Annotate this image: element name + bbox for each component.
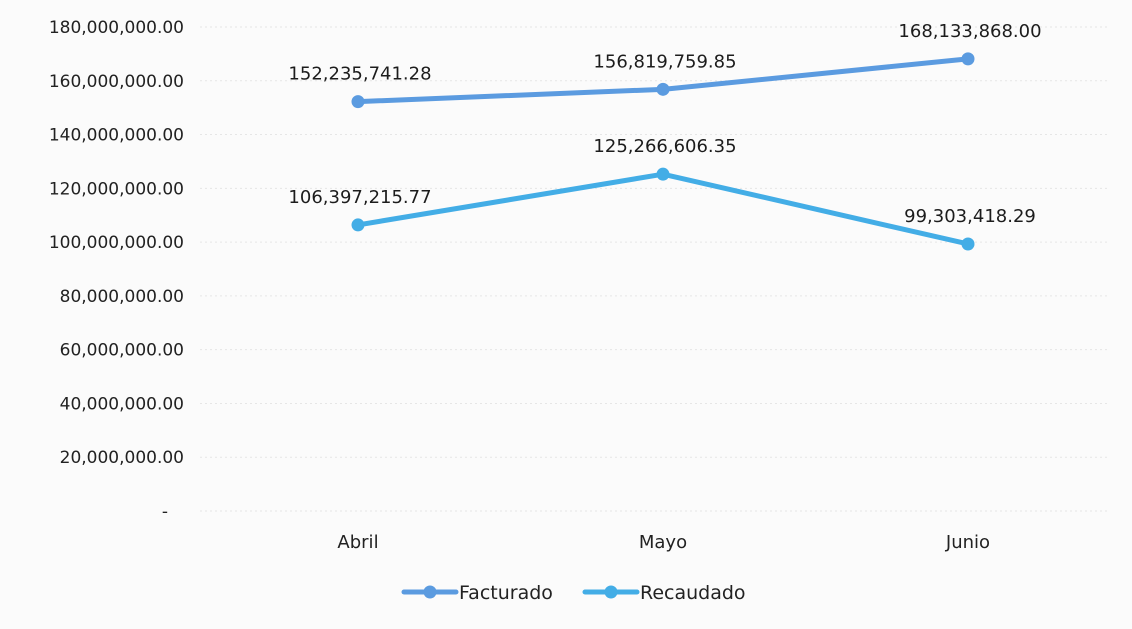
y-tick-label: 160,000,000.00 [49,72,184,92]
y-tick-label: 40,000,000.00 [60,394,184,414]
data-point [656,82,670,96]
y-tick-label: 80,000,000.00 [60,287,184,307]
legend-marker [423,585,437,599]
data-label: 156,819,759.85 [593,51,736,72]
y-tick-label: - [162,502,168,522]
legend-label: Facturado [459,582,553,604]
x-tick-label: Mayo [639,532,687,553]
y-tick-label: 140,000,000.00 [49,126,184,146]
data-point [961,52,975,66]
y-tick-label: 120,000,000.00 [49,179,184,199]
y-tick-label: 180,000,000.00 [49,18,184,38]
legend-marker [604,585,618,599]
data-label: 152,235,741.28 [288,64,431,85]
data-label: 168,133,868.00 [898,21,1041,42]
data-point [656,167,670,181]
y-tick-label: 100,000,000.00 [49,233,184,253]
data-label: 99,303,418.29 [904,206,1036,227]
x-tick-label: Abril [337,532,378,553]
legend-label: Recaudado [640,582,746,604]
data-point [351,95,365,109]
y-tick-label: 60,000,000.00 [60,341,184,361]
series-line-recaudado [355,171,971,247]
x-tick-label: Junio [945,532,990,553]
data-point [351,218,365,232]
y-tick-label: 20,000,000.00 [60,448,184,468]
data-label: 106,397,215.77 [288,187,431,208]
data-label: 125,266,606.35 [593,136,736,157]
data-point [961,237,975,251]
